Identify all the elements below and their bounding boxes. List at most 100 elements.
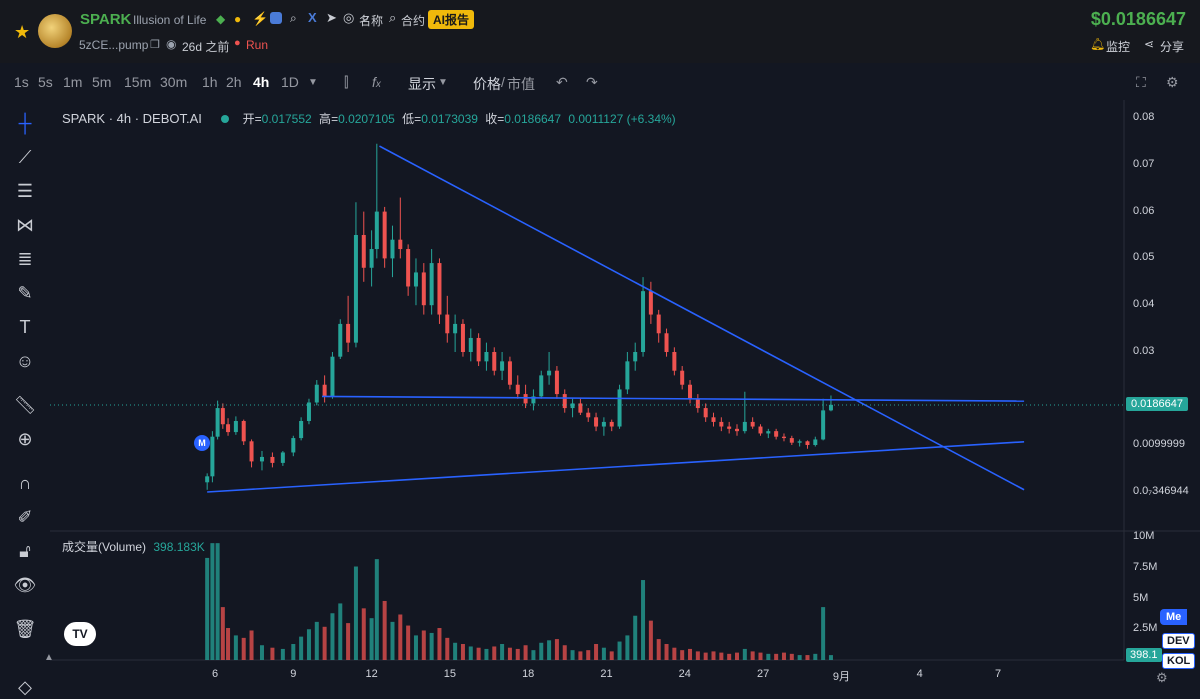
interval-4h[interactable]: 4h <box>253 74 270 90</box>
emoji-icon[interactable]: ☺ <box>15 350 35 371</box>
open-label: 开 <box>242 112 255 126</box>
candle-body <box>314 384 319 403</box>
eye-icon[interactable]: 👁︎ <box>13 574 37 595</box>
volume-bar <box>205 557 210 660</box>
interval-1h[interactable]: 1h <box>202 74 218 90</box>
interval-dropdown-icon[interactable]: ▼ <box>308 77 318 88</box>
holders-icon[interactable]: ● <box>234 12 242 26</box>
candle-body <box>484 352 489 362</box>
contract-address[interactable]: 5zCE...pump <box>79 38 149 52</box>
candle-body <box>766 431 771 434</box>
axis-settings-icon[interactable]: ⚙ <box>1156 670 1168 685</box>
candle-body <box>205 476 210 483</box>
volume-bar <box>680 650 685 660</box>
candle-body <box>633 352 638 362</box>
volume-bar <box>750 651 755 660</box>
interval-5s[interactable]: 5s <box>38 74 53 90</box>
search-name-label[interactable]: 名称 <box>359 14 384 28</box>
me-badge[interactable]: Me <box>1160 609 1188 625</box>
magnet-icon[interactable]: ∩ <box>18 472 32 493</box>
volume-bar <box>215 543 220 660</box>
candle-body <box>330 356 335 397</box>
pattern-tool-icon[interactable]: ⋈ <box>16 214 34 235</box>
candle-body <box>821 410 826 440</box>
trash-icon[interactable]: 🗑︎ <box>13 618 37 639</box>
text-tool-icon[interactable]: T <box>19 316 31 337</box>
copy-icon[interactable]: ❐ <box>150 39 160 51</box>
tradingview-logo[interactable]: TV <box>64 622 96 646</box>
indicators-fx-icon[interactable]: fx <box>372 74 381 90</box>
candle-body <box>353 235 358 343</box>
interval-1d[interactable]: 1D <box>281 74 299 90</box>
mint-marker[interactable]: M <box>193 434 210 451</box>
favorite-star-icon[interactable]: ★ <box>14 22 31 42</box>
volume-bar <box>515 648 520 660</box>
interval-2h[interactable]: 2h <box>226 74 242 90</box>
candle-body <box>515 384 520 395</box>
price-toggle[interactable]: 价格 <box>473 76 501 92</box>
display-chevron-icon[interactable]: ▼ <box>438 77 448 88</box>
interval-1m[interactable]: 1m <box>63 74 83 90</box>
layers-icon[interactable]: ◇ <box>18 676 32 697</box>
zoom-in-icon[interactable]: ⊕ <box>17 428 33 449</box>
search-contract-label[interactable]: 合约 <box>401 14 426 28</box>
search-x-icon[interactable]: ⌕ <box>290 11 297 25</box>
settings-gear-icon[interactable]: ⚙ <box>1166 74 1179 90</box>
candle-body <box>656 314 661 334</box>
volume-bar <box>789 653 794 660</box>
crosshair-icon[interactable]: ┼ <box>18 112 32 133</box>
brush-tool-icon[interactable]: ✎ <box>17 282 33 303</box>
kol-badge[interactable]: KOL <box>1162 653 1196 669</box>
trendline[interactable] <box>207 440 1025 493</box>
volume-bar <box>664 644 669 660</box>
interval-30m[interactable]: 30m <box>160 74 188 90</box>
interval-15m[interactable]: 15m <box>124 74 152 90</box>
ai-report-badge[interactable]: AI报告 <box>428 10 475 29</box>
interval-5m[interactable]: 5m <box>92 74 112 90</box>
time-tick-label: 9 <box>290 668 297 680</box>
search-name-icon[interactable]: ⌕ <box>362 10 370 25</box>
candle-style-icon[interactable]: ⫿ <box>344 74 349 90</box>
share-icon[interactable]: ⋖ <box>1144 37 1155 51</box>
trendline[interactable] <box>379 145 1025 491</box>
candle-body <box>735 428 739 432</box>
trendline-tool-icon[interactable]: ⟋ <box>18 146 32 167</box>
lock-icon[interactable]: 🔓︎ <box>19 540 31 561</box>
undo-icon[interactable]: ↶ <box>556 74 568 90</box>
monitor-bell-icon[interactable]: 🔔︎ <box>1090 37 1106 51</box>
search-contract-icon[interactable]: ⌕ <box>389 10 397 25</box>
horizontal-lines-icon[interactable]: ☰ <box>16 180 34 201</box>
telegram-icon[interactable]: ➤ <box>326 10 337 25</box>
candle-body <box>215 408 220 437</box>
dev-badge[interactable]: DEV <box>1162 633 1195 649</box>
mcap-toggle[interactable]: 市值 <box>507 76 535 92</box>
lock-drawing-icon[interactable]: ✐ <box>17 506 33 527</box>
interval-1s[interactable]: 1s <box>14 74 29 90</box>
token-symbol[interactable]: SPARK <box>80 11 132 28</box>
pill-icon[interactable]: ◆ <box>216 12 226 26</box>
trendline[interactable] <box>322 395 1025 402</box>
volume-bar <box>233 635 238 660</box>
collapse-volume-icon[interactable]: ▲ <box>44 652 54 663</box>
twitter-x-icon[interactable]: X <box>308 10 317 25</box>
share-button[interactable]: 分享 <box>1160 40 1185 54</box>
volume-bar <box>547 640 552 660</box>
volume-bar <box>719 652 724 660</box>
volume-bar <box>570 650 575 660</box>
redo-icon[interactable]: ↷ <box>586 74 598 90</box>
verified-icon[interactable] <box>270 12 282 24</box>
candle-body <box>369 249 374 268</box>
volume-bar <box>361 608 366 660</box>
token-avatar[interactable] <box>38 14 72 48</box>
website-globe-icon[interactable]: ◎ <box>343 10 355 25</box>
volume-tick-label: 10M <box>1133 530 1155 542</box>
monitor-button[interactable]: 监控 <box>1106 40 1131 54</box>
ruler-icon[interactable]: 📏︎ <box>13 394 37 415</box>
candle-body <box>249 441 254 462</box>
display-menu[interactable]: 显示 <box>408 76 436 92</box>
fib-tool-icon[interactable]: ≣ <box>17 248 33 269</box>
volume-bar <box>476 647 481 660</box>
lightning-icon[interactable]: ⚡ <box>252 11 269 26</box>
fullscreen-icon[interactable]: ⛶ <box>1136 74 1146 90</box>
